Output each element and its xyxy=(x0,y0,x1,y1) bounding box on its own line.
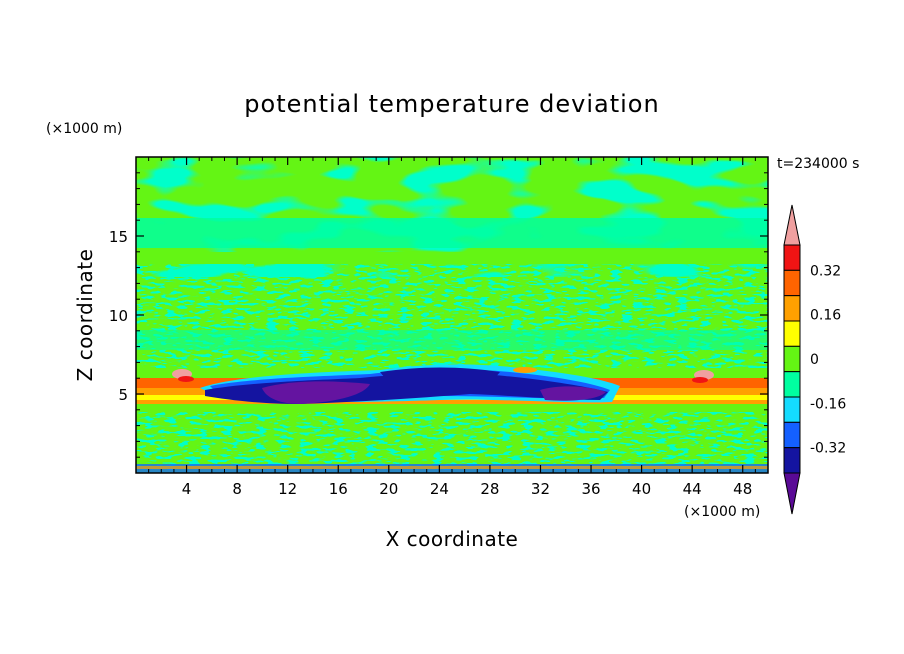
purple-core-west xyxy=(262,381,370,404)
x-tick-label: 4 xyxy=(182,480,192,498)
colorbar-extend-max xyxy=(783,204,801,246)
x-tick-label: 8 xyxy=(232,480,242,498)
y-tick-label: 15 xyxy=(109,228,128,246)
red-spot-west xyxy=(178,376,194,382)
x-tick-label: 16 xyxy=(329,480,348,498)
noise-lower xyxy=(136,412,768,470)
y-unit-label: (×1000 m) xyxy=(46,121,122,137)
y-tick-label: 5 xyxy=(118,386,128,404)
navy-top-ridge xyxy=(380,367,500,378)
colorbar-box xyxy=(783,447,801,474)
x-tick-label: 28 xyxy=(480,480,499,498)
x-axis: 4 8 12 16 20 24 28 32 36 40 44 48 xyxy=(148,157,756,498)
x-axis-title: X coordinate xyxy=(386,527,519,551)
x-tick-label: 48 xyxy=(733,480,752,498)
colorbar-label: 0.16 xyxy=(810,308,841,324)
time-label: t=234000 s xyxy=(777,156,859,172)
colorbar-label: -0.16 xyxy=(810,396,846,412)
band-16km xyxy=(136,218,768,248)
noise-mid xyxy=(136,264,768,368)
x-tick-label: 36 xyxy=(581,480,600,498)
band-8km xyxy=(136,330,768,350)
green-layer xyxy=(136,404,768,412)
x-unit-label: (×1000 m) xyxy=(684,504,760,520)
colorbar-extend-min xyxy=(783,472,801,515)
red-spot-east xyxy=(692,377,708,383)
x-tick-label: 40 xyxy=(632,480,651,498)
colorbar-box xyxy=(783,320,801,347)
colorbar-box xyxy=(783,345,801,373)
purple-core-east xyxy=(540,386,606,401)
colorbar-label: 0.32 xyxy=(810,263,841,279)
y-axis-title: Z coordinate xyxy=(73,249,97,382)
y-axis: 5 10 15 xyxy=(109,172,768,458)
colorbar-box xyxy=(783,244,801,271)
orange-layer xyxy=(136,400,768,404)
x-tick-label: 12 xyxy=(278,480,297,498)
x-tick-label: 32 xyxy=(531,480,550,498)
red-spot-mid xyxy=(513,367,537,373)
band-14km xyxy=(136,252,768,264)
contour-field xyxy=(136,157,768,473)
colorbar-box xyxy=(783,269,801,297)
chart-title: potential temperature deviation xyxy=(244,90,659,118)
colorbar-box xyxy=(783,421,801,449)
colorbar-label: -0.32 xyxy=(810,441,846,457)
y-tick-label: 10 xyxy=(109,307,128,325)
x-tick-label: 24 xyxy=(430,480,449,498)
colorbar-box xyxy=(783,295,801,322)
x-tick-label: 20 xyxy=(379,480,398,498)
colorbar-box xyxy=(783,396,801,423)
surface-warm xyxy=(136,466,768,469)
colorbar: 0.32 0.16 0 -0.16 -0.32 xyxy=(783,204,846,515)
x-tick-label: 44 xyxy=(683,480,702,498)
colorbar-box xyxy=(783,371,801,398)
colorbar-label: 0 xyxy=(810,352,819,368)
